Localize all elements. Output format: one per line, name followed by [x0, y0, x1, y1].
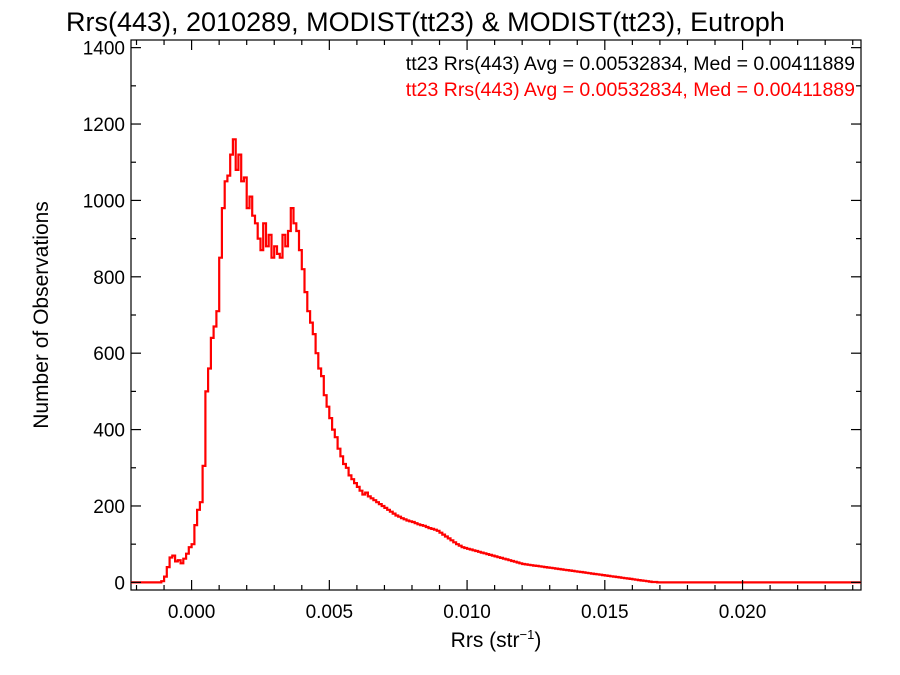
x-axis-label-base: Rrs (str	[451, 629, 520, 652]
y-axis-ticks: 0 200 400 600 800 1000 1200 1400	[83, 39, 861, 594]
y-tick-label: 800	[93, 268, 125, 289]
x-tick-label: 0.005	[306, 602, 354, 623]
stats-annotation-black: tt23 Rrs(443) Avg = 0.00532834, Med = 0.…	[406, 53, 855, 75]
x-axis-label-superscript: −1	[520, 627, 535, 642]
x-tick-label: 0.000	[168, 602, 216, 623]
stats-annotation-red: tt23 Rrs(443) Avg = 0.00532834, Med = 0.…	[406, 79, 855, 101]
x-tick-label: 0.015	[581, 602, 629, 623]
y-tick-label: 600	[93, 344, 125, 365]
y-tick-label: 0	[114, 573, 125, 594]
y-tick-label: 1000	[83, 191, 125, 212]
y-tick-label: 200	[93, 497, 125, 518]
plot-frame	[130, 39, 862, 591]
y-tick-label: 1400	[83, 39, 125, 60]
x-tick-label: 0.020	[719, 602, 767, 623]
y-tick-label: 1200	[83, 115, 125, 136]
histogram-series-line	[131, 138, 861, 584]
y-tick-label: 400	[93, 421, 125, 442]
x-axis-label: Rrs (str−1)	[451, 627, 542, 652]
x-axis-ticks: 0.000 0.005 0.010 0.015 0.020	[135, 40, 854, 623]
chart-title: Rrs(443), 2010289, MODIST(tt23) & MODIST…	[66, 7, 785, 37]
x-tick-label: 0.010	[443, 602, 491, 623]
y-axis-label: Number of Observations	[30, 201, 53, 429]
x-axis-label-tail: )	[534, 629, 541, 652]
